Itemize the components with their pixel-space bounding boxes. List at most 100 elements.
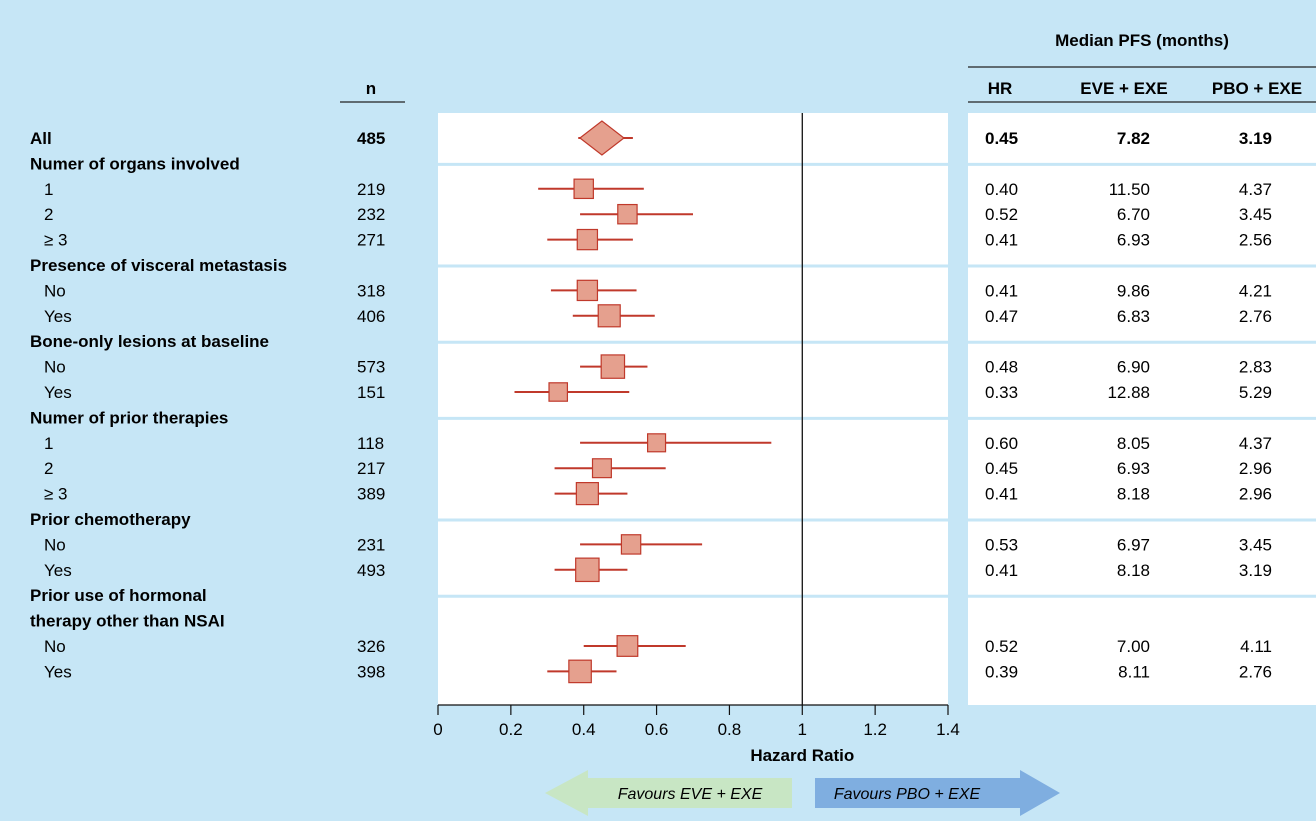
n-value: 485 — [357, 129, 385, 148]
eve-median-value: 8.05 — [1117, 434, 1150, 453]
subgroup-item-label: 2 — [44, 459, 53, 478]
hr-value: 0.41 — [985, 485, 1018, 504]
pbo-median-value: 4.37 — [1239, 180, 1272, 199]
pbo-column-header: PBO + EXE — [1212, 79, 1302, 98]
subgroup-header: Prior use of hormonal — [30, 586, 207, 605]
eve-median-value: 6.90 — [1117, 358, 1150, 377]
x-tick-label: 1.4 — [936, 720, 960, 739]
pbo-median-value: 3.19 — [1239, 129, 1272, 148]
eve-median-value: 8.18 — [1117, 561, 1150, 580]
eve-median-value: 6.70 — [1117, 205, 1150, 224]
hr-marker — [576, 558, 599, 581]
hr-value: 0.53 — [985, 535, 1018, 554]
hr-value: 0.60 — [985, 434, 1018, 453]
subgroup-item-label: No — [44, 637, 66, 656]
hr-value: 0.52 — [985, 637, 1018, 656]
subgroup-item-label: ≥ 3 — [44, 485, 68, 504]
subgroup-item-label: No — [44, 281, 66, 300]
eve-median-value: 8.11 — [1118, 662, 1150, 681]
n-value: 389 — [357, 485, 385, 504]
n-value: 217 — [357, 459, 385, 478]
subgroup-item-label: ≥ 3 — [44, 231, 68, 250]
hr-value: 0.45 — [985, 129, 1018, 148]
hr-value: 0.40 — [985, 180, 1018, 199]
x-tick-label: 1.2 — [863, 720, 887, 739]
eve-median-value: 6.83 — [1117, 307, 1150, 326]
x-tick-label: 0.6 — [645, 720, 669, 739]
overall-label: All — [30, 129, 52, 148]
hr-value: 0.41 — [985, 561, 1018, 580]
x-tick-label: 0 — [433, 720, 442, 739]
pbo-median-value: 2.56 — [1239, 231, 1272, 250]
n-value: 271 — [357, 231, 385, 250]
hr-marker — [569, 660, 591, 682]
subgroup-item-label: No — [44, 535, 66, 554]
x-tick-label: 0.8 — [718, 720, 742, 739]
eve-median-value: 7.82 — [1117, 129, 1150, 148]
pbo-median-value: 2.96 — [1239, 459, 1272, 478]
subgroup-header: Numer of organs involved — [30, 154, 240, 173]
pbo-median-value: 4.11 — [1240, 637, 1272, 656]
hr-marker — [601, 355, 624, 378]
hr-marker — [598, 305, 620, 327]
pbo-median-value: 5.29 — [1239, 383, 1272, 402]
subgroup-header: Prior chemotherapy — [30, 510, 191, 529]
eve-median-value: 6.93 — [1117, 231, 1150, 250]
values-panel — [968, 113, 1316, 705]
subgroup-header: Presence of visceral metastasis — [30, 256, 287, 275]
subgroup-header: therapy other than NSAI — [30, 612, 225, 631]
subgroup-item-label: Yes — [44, 561, 72, 580]
favours-pbo-label: Favours PBO + EXE — [834, 786, 981, 803]
pbo-median-value: 2.76 — [1239, 307, 1272, 326]
eve-median-value: 6.97 — [1117, 535, 1150, 554]
subgroup-item-label: Yes — [44, 383, 72, 402]
n-value: 232 — [357, 205, 385, 224]
pbo-median-value: 2.76 — [1239, 662, 1272, 681]
subgroup-header: Bone-only lesions at baseline — [30, 332, 269, 351]
hr-marker — [549, 383, 567, 401]
pbo-median-value: 3.19 — [1239, 561, 1272, 580]
hr-marker — [593, 459, 612, 478]
n-column-header: n — [366, 79, 376, 98]
hr-value: 0.33 — [985, 383, 1018, 402]
subgroup-item-label: Yes — [44, 307, 72, 326]
hr-marker — [618, 205, 637, 224]
favours-eve-label: Favours EVE + EXE — [618, 786, 763, 803]
pbo-median-value: 2.83 — [1239, 358, 1272, 377]
n-value: 318 — [357, 281, 385, 300]
n-value: 326 — [357, 637, 385, 656]
hr-value: 0.47 — [985, 307, 1018, 326]
n-value: 219 — [357, 180, 385, 199]
plot-area — [438, 113, 948, 705]
pbo-median-value: 3.45 — [1239, 205, 1272, 224]
n-value: 151 — [357, 383, 385, 402]
subgroup-header: Numer of prior therapies — [30, 408, 228, 427]
pbo-median-value: 4.37 — [1239, 434, 1272, 453]
subgroup-item-label: 1 — [44, 434, 53, 453]
hr-marker — [617, 636, 638, 657]
eve-median-value: 6.93 — [1117, 459, 1150, 478]
n-value: 406 — [357, 307, 385, 326]
eve-column-header: EVE + EXE — [1080, 79, 1167, 98]
eve-median-value: 11.50 — [1109, 180, 1150, 199]
eve-median-value: 7.00 — [1117, 637, 1150, 656]
hr-value: 0.41 — [985, 281, 1018, 300]
x-tick-label: 1 — [798, 720, 807, 739]
hr-value: 0.48 — [985, 358, 1018, 377]
n-value: 493 — [357, 561, 385, 580]
hr-marker — [577, 230, 597, 250]
hr-marker — [648, 434, 666, 452]
subgroup-item-label: No — [44, 358, 66, 377]
hr-marker — [574, 179, 593, 198]
x-axis-title: Hazard Ratio — [750, 746, 854, 765]
subgroup-item-label: 2 — [44, 205, 53, 224]
hr-column-header: HR — [988, 79, 1013, 98]
n-value: 118 — [357, 434, 384, 453]
subgroup-item-label: Yes — [44, 662, 72, 681]
hr-marker — [576, 483, 598, 505]
n-value: 573 — [357, 358, 385, 377]
hr-value: 0.39 — [985, 662, 1018, 681]
eve-median-value: 9.86 — [1117, 281, 1150, 300]
